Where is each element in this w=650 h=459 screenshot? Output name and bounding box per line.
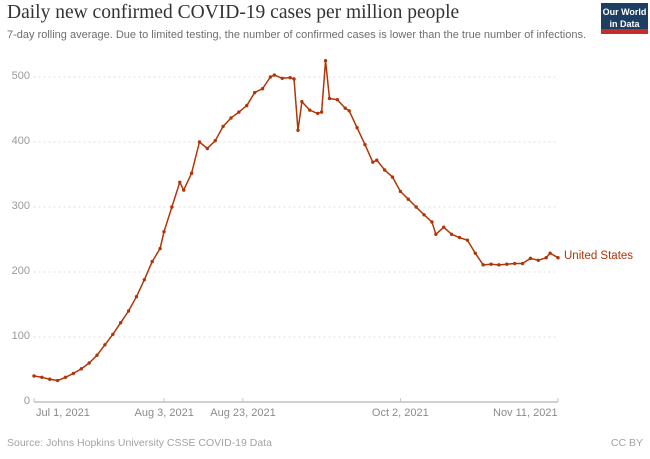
data-point-marker [315,111,320,116]
data-point-marker [473,251,477,255]
data-point-marker [178,180,182,184]
data-point-marker [406,197,410,201]
data-point-marker [118,321,123,325]
chart-title: Daily new confirmed COVID-19 cases per m… [7,2,460,23]
y-tick-label: 200 [11,265,30,277]
data-point-marker [40,375,44,379]
data-point-marker [398,189,403,194]
data-point-marker [536,258,541,262]
x-tick-label: Nov 11, 2021 [493,407,558,419]
data-point-marker [79,367,83,371]
data-point-marker [520,261,525,266]
data-point-marker [126,309,131,313]
data-point-marker [280,76,284,81]
data-point-marker [449,232,454,236]
x-tick-label: Aug 3, 2021 [134,407,194,419]
data-point-marker [32,374,36,378]
data-point-marker [371,160,375,164]
data-point-marker [434,232,438,236]
data-point-marker [556,256,560,260]
data-point-marker [382,168,387,172]
data-point-marker [182,188,186,192]
data-point-marker [87,361,91,365]
y-tick-label: 100 [11,330,30,342]
data-point-marker [288,75,292,80]
data-point-marker [323,59,328,63]
data-point-marker [308,108,312,112]
data-point-marker [481,263,485,267]
data-point-marker [71,371,76,376]
data-point-marker [363,142,367,147]
data-point-marker [252,90,257,95]
owid-logo-line1: Our World [602,7,647,17]
data-point-marker [268,75,273,79]
data-point-marker [162,230,166,234]
data-point-marker [213,139,217,143]
data-point-marker [347,109,351,113]
data-point-marker [414,205,418,209]
data-point-marker [544,256,548,260]
data-point-marker [150,259,154,264]
data-point-marker [390,175,395,179]
data-point-marker [229,116,233,120]
data-point-marker [292,77,296,81]
data-point-marker [197,140,202,144]
data-point-marker [221,124,225,129]
data-point-marker [355,126,359,130]
data-point-marker [327,96,332,101]
data-point-marker [134,295,139,299]
x-tick-label: Oct 2, 2021 [371,407,429,419]
x-tick-label: Jul 1, 2021 [36,407,90,419]
data-point-marker [430,220,434,224]
data-point-marker [111,332,115,337]
data-point-marker [442,225,446,229]
data-point-marker [63,375,68,379]
data-point-marker [528,256,533,261]
series-label-united-states: United States [564,249,634,262]
data-point-marker [205,146,210,151]
data-point-marker [505,262,509,266]
data-point-marker [245,103,249,108]
data-point-marker [103,343,107,347]
y-tick-label: 300 [11,200,30,212]
data-point-marker [497,263,501,267]
chart-subtitle: 7-day rolling average. Due to limited te… [7,29,587,41]
data-point-marker [189,171,194,175]
y-tick-label: 500 [11,70,30,82]
y-tick-label: 0 [23,395,30,407]
data-point-marker [296,128,300,132]
data-point-marker [465,238,470,242]
x-tick-label: Aug 23, 2021 [210,407,276,419]
data-point-marker [95,353,99,357]
owid-logo-line2: in Data [609,19,640,30]
data-point-marker [457,235,462,240]
data-point-marker [343,106,347,110]
source-note: Source: Johns Hopkins University CSSE CO… [7,437,272,449]
data-point-marker [48,377,52,381]
data-point-marker [300,100,304,104]
owid-logo[interactable]: Our World in Data [601,3,648,34]
data-point-marker [335,98,340,102]
license-note: CC BY [610,437,643,449]
series-line [33,60,559,382]
data-point-marker [237,110,241,114]
data-point-marker [170,205,174,209]
data-point-marker [55,378,60,383]
data-point-marker [319,110,324,114]
data-point-marker [489,262,493,266]
data-point-marker [260,87,265,91]
data-point-marker [548,251,552,255]
data-point-marker [512,261,517,266]
data-point-marker [422,213,426,217]
data-point-marker [272,73,277,77]
data-point-marker [375,158,379,162]
data-point-marker [142,278,147,282]
data-point-marker [158,246,162,251]
y-tick-label: 400 [11,135,30,147]
